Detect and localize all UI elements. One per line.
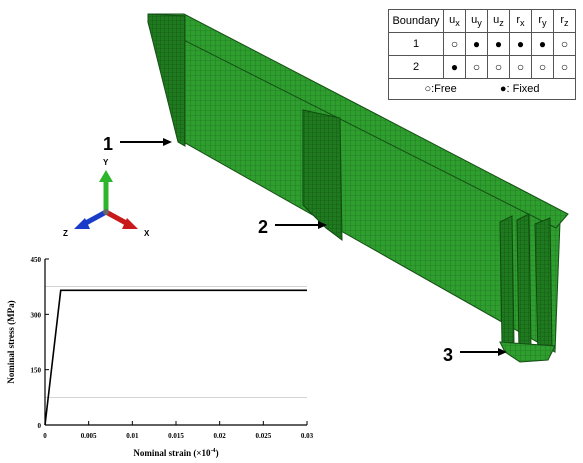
dof-header-rx: rx — [509, 9, 532, 33]
callout-3-label: 3 — [443, 345, 453, 365]
y-axis-arrow-icon — [99, 170, 113, 182]
cell-mark: ● — [465, 32, 488, 56]
end-stiffener-3 — [534, 217, 553, 358]
cell-mark: ● — [509, 32, 532, 56]
cell-mark: ○ — [465, 55, 488, 79]
axis-y-label: Y — [103, 158, 109, 167]
x-tick-label: 0 — [43, 432, 47, 440]
callout-2-label: 2 — [258, 217, 268, 237]
cell-mark: ● — [531, 32, 554, 56]
cell-mark: ○ — [553, 32, 576, 56]
cell-mark: ○ — [487, 55, 510, 79]
row-id: 2 — [388, 55, 444, 79]
mid-stiffener — [302, 109, 343, 242]
dof-header-ry: ry — [531, 9, 554, 33]
x-tick-label: 0.01 — [126, 432, 139, 440]
dof-header-rz: rz — [553, 9, 576, 33]
legend-fixed: ●: Fixed — [499, 83, 540, 95]
callout-3: 3 — [443, 345, 507, 365]
x-tick-label: 0.015 — [168, 432, 184, 440]
dof-header-uy: uy — [465, 9, 488, 33]
chart-xlabel: Nominal strain (×10-4) — [133, 448, 218, 458]
boundary-table: Boundary ux uy uz rx ry rz 1 ○ ● ● ● ● ○… — [388, 9, 576, 100]
row-id: 1 — [388, 32, 444, 56]
boundary-header: Boundary — [388, 9, 444, 33]
axis-x-label: X — [144, 229, 150, 238]
y-tick-label: 0 — [38, 422, 42, 430]
dof-header-ux: ux — [443, 9, 466, 33]
chart-ylabel: Nominal stress (MPa) — [6, 300, 16, 383]
end-stiffener-2 — [516, 213, 532, 353]
x-tick-label: 0.025 — [255, 432, 271, 440]
x-tick-label: 0.005 — [81, 432, 97, 440]
x-tick-label: 0.03 — [301, 432, 314, 440]
callout-2: 2 — [258, 217, 327, 237]
axis-z-label: Z — [63, 229, 68, 238]
cell-mark: ● — [443, 55, 466, 79]
callout-1-label: 1 — [103, 134, 113, 154]
y-tick-label: 300 — [31, 311, 42, 319]
dof-header-uz: uz — [487, 9, 510, 33]
legend-cell: ○:Free ●: Fixed — [388, 78, 576, 100]
legend-row: ○:Free ●: Fixed — [388, 78, 576, 100]
cell-mark: ○ — [509, 55, 532, 79]
y-tick-label: 150 — [31, 367, 42, 375]
legend-free: ○:Free — [424, 83, 457, 95]
stress-strain-chart: Nominal stress (MPa) Nominal strain (×10… — [6, 256, 314, 458]
z-axis-arrow-icon — [74, 218, 90, 229]
cell-mark: ○ — [553, 55, 576, 79]
table-row: 2 ● ○ ○ ○ ○ ○ — [388, 55, 576, 79]
stress-strain-line — [44, 289, 307, 426]
end-stiffener-1 — [499, 215, 515, 345]
beam-model — [147, 13, 569, 363]
x-axis-arrow-icon — [122, 218, 138, 229]
axis-triad: Y Z X — [63, 158, 150, 238]
y-tick-label: 450 — [31, 256, 42, 264]
cell-mark: ○ — [531, 55, 554, 79]
x-tick-label: 0.02 — [214, 432, 227, 440]
cell-mark: ● — [487, 32, 510, 56]
table-row: 1 ○ ● ● ● ● ○ — [388, 32, 576, 56]
beam-left-end — [147, 13, 186, 147]
beam-bottom-flange — [499, 341, 556, 363]
cell-mark: ○ — [443, 32, 466, 56]
callout-1: 1 — [103, 134, 172, 154]
